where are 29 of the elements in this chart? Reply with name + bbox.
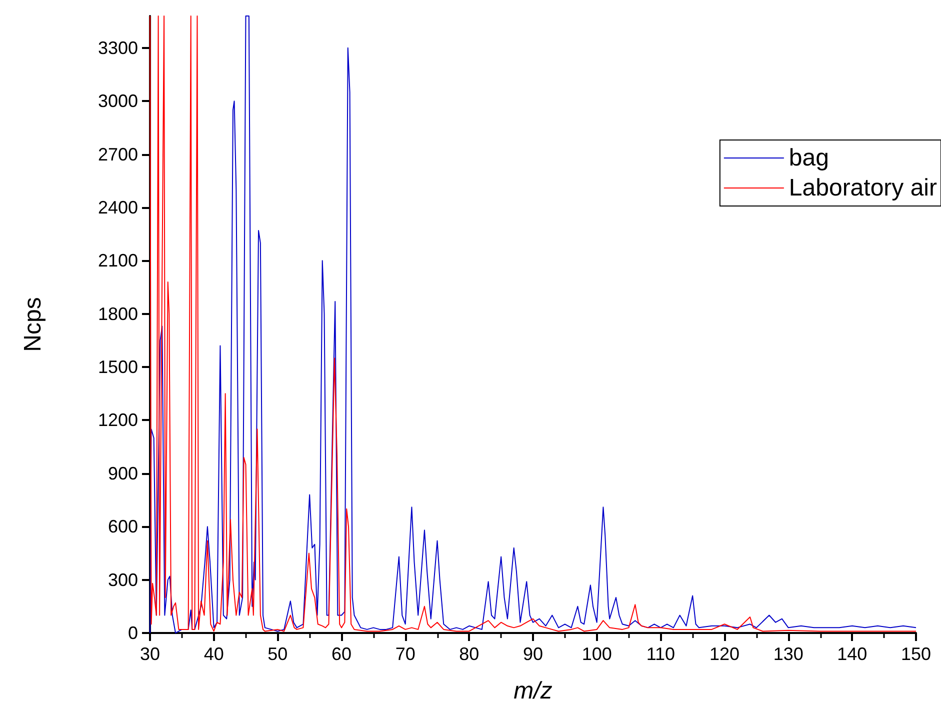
y-tick-label: 900 — [108, 463, 138, 484]
x-tick-label: 110 — [646, 644, 676, 664]
x-axis-title: m/z — [514, 678, 552, 704]
x-tick-label: 100 — [582, 644, 612, 664]
x-tick-label: 70 — [395, 644, 416, 664]
x-tick-label: 150 — [900, 644, 932, 664]
x-tick-label: 90 — [522, 644, 544, 664]
y-tick-label: 1800 — [98, 304, 138, 324]
y-tick-label: 600 — [108, 516, 138, 537]
y-tick-label: 2100 — [98, 250, 138, 271]
x-tick-label: 60 — [331, 644, 352, 664]
y-tick-label: 2700 — [98, 144, 138, 164]
legend-label: bag — [788, 144, 829, 172]
y-tick-label: 1500 — [98, 357, 138, 378]
x-tick-label: 40 — [204, 644, 224, 664]
x-tick-label: 50 — [268, 644, 288, 664]
y-tick-label: 2400 — [98, 197, 138, 218]
x-tick-label: 130 — [773, 644, 804, 664]
y-tick-label: 0 — [128, 623, 138, 643]
x-tick-label: 120 — [709, 644, 740, 664]
y-tick-label: 3000 — [98, 91, 138, 112]
y-axis-title: Ncps — [20, 297, 46, 352]
legend-label: Laboratory air — [788, 174, 938, 202]
y-tick-label: 3300 — [98, 38, 138, 58]
y-tick-label: 1200 — [98, 410, 138, 430]
y-tick-label: 300 — [108, 570, 138, 590]
x-tick-label: 30 — [140, 644, 160, 664]
x-tick-label: 140 — [837, 644, 868, 664]
x-tick-label: 80 — [459, 644, 480, 664]
